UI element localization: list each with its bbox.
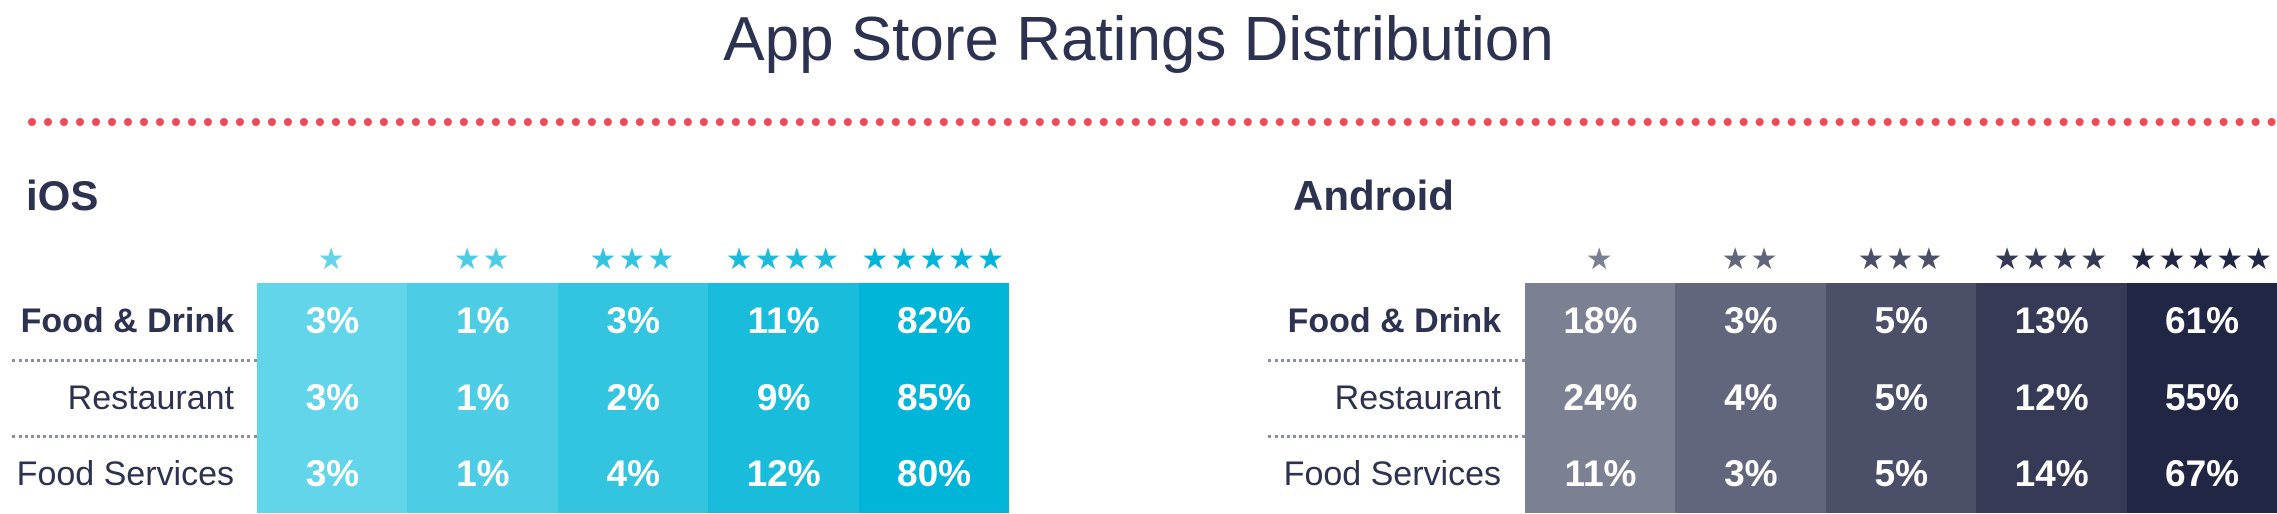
column-header: ★★★★: [725, 242, 842, 277]
cell: 4%: [557, 436, 709, 513]
cell: 67%: [2126, 436, 2277, 513]
cell: 5%: [1825, 283, 1977, 360]
row-label: Food Services: [1283, 455, 1501, 493]
row-label: Food & Drink: [20, 302, 234, 340]
row-separator: [12, 435, 257, 438]
cell: 4%: [1675, 359, 1827, 437]
cell: 9%: [708, 359, 860, 437]
cell: 82%: [858, 283, 1010, 360]
column-header: ★: [1585, 242, 1615, 277]
row-separator: [12, 358, 257, 362]
column-header: ★: [317, 242, 347, 277]
cell: 5%: [1825, 359, 1977, 437]
cell: 1%: [407, 436, 559, 513]
cell: 2%: [557, 359, 709, 437]
panel-title: Android: [1293, 172, 1454, 219]
column-header: ★★: [453, 242, 512, 277]
cell: 13%: [1976, 283, 2128, 360]
divider: [28, 118, 2277, 126]
cell: 55%: [2126, 359, 2277, 437]
cell: 12%: [1976, 359, 2128, 437]
panel-title: iOS: [26, 172, 99, 219]
cell: 3%: [1675, 436, 1827, 513]
row-separator: [1268, 358, 1525, 362]
column-header: ★★★: [1857, 242, 1945, 277]
column-header: ★★★★★: [2129, 242, 2275, 277]
cell: 14%: [1976, 436, 2128, 513]
cell: 18%: [1525, 283, 1676, 360]
cell: 3%: [257, 436, 408, 513]
cell: 24%: [1525, 359, 1676, 437]
page-title: App Store Ratings Distribution: [723, 5, 1554, 74]
row-label: Food & Drink: [1287, 302, 1501, 340]
cell: 3%: [557, 283, 709, 360]
cell: 5%: [1825, 436, 1977, 513]
cell: 61%: [2126, 283, 2277, 360]
row-label: Restaurant: [1334, 378, 1501, 417]
cell: 3%: [1675, 283, 1827, 360]
column-header: ★★: [1721, 242, 1780, 277]
cell: 1%: [407, 283, 559, 360]
cell: 1%: [407, 359, 559, 437]
cell: 85%: [858, 359, 1010, 437]
cell: 11%: [1525, 436, 1676, 513]
cell: 11%: [708, 283, 860, 360]
cell: 3%: [257, 359, 408, 437]
column-header: ★★★: [589, 242, 677, 277]
cell: 80%: [858, 436, 1010, 513]
row-label: Restaurant: [67, 378, 234, 417]
column-header: ★★★★: [1993, 242, 2110, 277]
cell: 12%: [708, 436, 860, 513]
column-header: ★★★★★: [861, 242, 1007, 277]
row-separator: [1268, 435, 1525, 438]
cell: 3%: [257, 283, 408, 360]
row-label: Food Services: [16, 455, 234, 493]
